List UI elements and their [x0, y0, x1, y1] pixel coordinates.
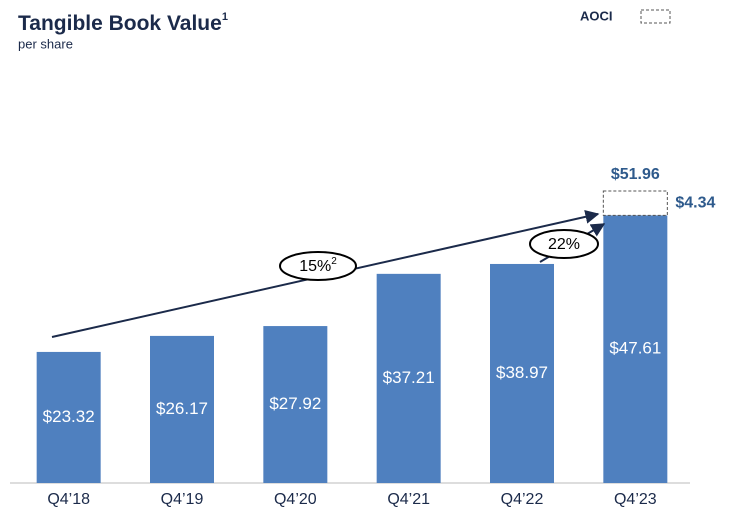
annotation-bubble	[529, 229, 599, 259]
chart-subtitle: per share	[18, 36, 73, 51]
bar	[490, 263, 554, 483]
x-tick-label: Q4’18	[47, 491, 90, 508]
value-label: $27.92	[269, 394, 321, 413]
legend-swatch	[640, 9, 671, 24]
x-tick-label: Q4’21	[387, 491, 430, 508]
legend-label: AOCI	[580, 8, 613, 23]
x-tick-label: Q4’20	[274, 491, 317, 508]
annotation-bubble	[279, 251, 357, 281]
x-tick-label: Q4’19	[161, 491, 204, 508]
x-tick-label: Q4’22	[501, 491, 544, 508]
bar	[36, 351, 101, 483]
annotation-note: 2	[331, 256, 337, 267]
x-tick-label: Q4’23	[614, 491, 657, 508]
annotation-text: 15%	[299, 258, 331, 275]
title-note: 1	[222, 11, 228, 23]
chart-title: Tangible Book Value1	[18, 11, 228, 35]
value-label: $23.32	[43, 407, 95, 426]
value-label: $26.17	[156, 399, 208, 418]
bar	[150, 335, 214, 483]
aoci-segment	[602, 190, 668, 216]
value-label: $37.21	[383, 368, 435, 387]
value-label: $47.61	[609, 339, 661, 358]
annotation-text: 22%	[548, 236, 580, 253]
annotation: 15%2	[299, 256, 337, 276]
total-label: $51.96	[611, 166, 660, 183]
title-text: Tangible Book Value	[18, 12, 222, 35]
bar	[263, 326, 328, 483]
value-label: $38.97	[496, 363, 548, 382]
bar	[603, 215, 668, 483]
aoci-label: $4.34	[675, 194, 715, 211]
bar	[376, 273, 441, 483]
